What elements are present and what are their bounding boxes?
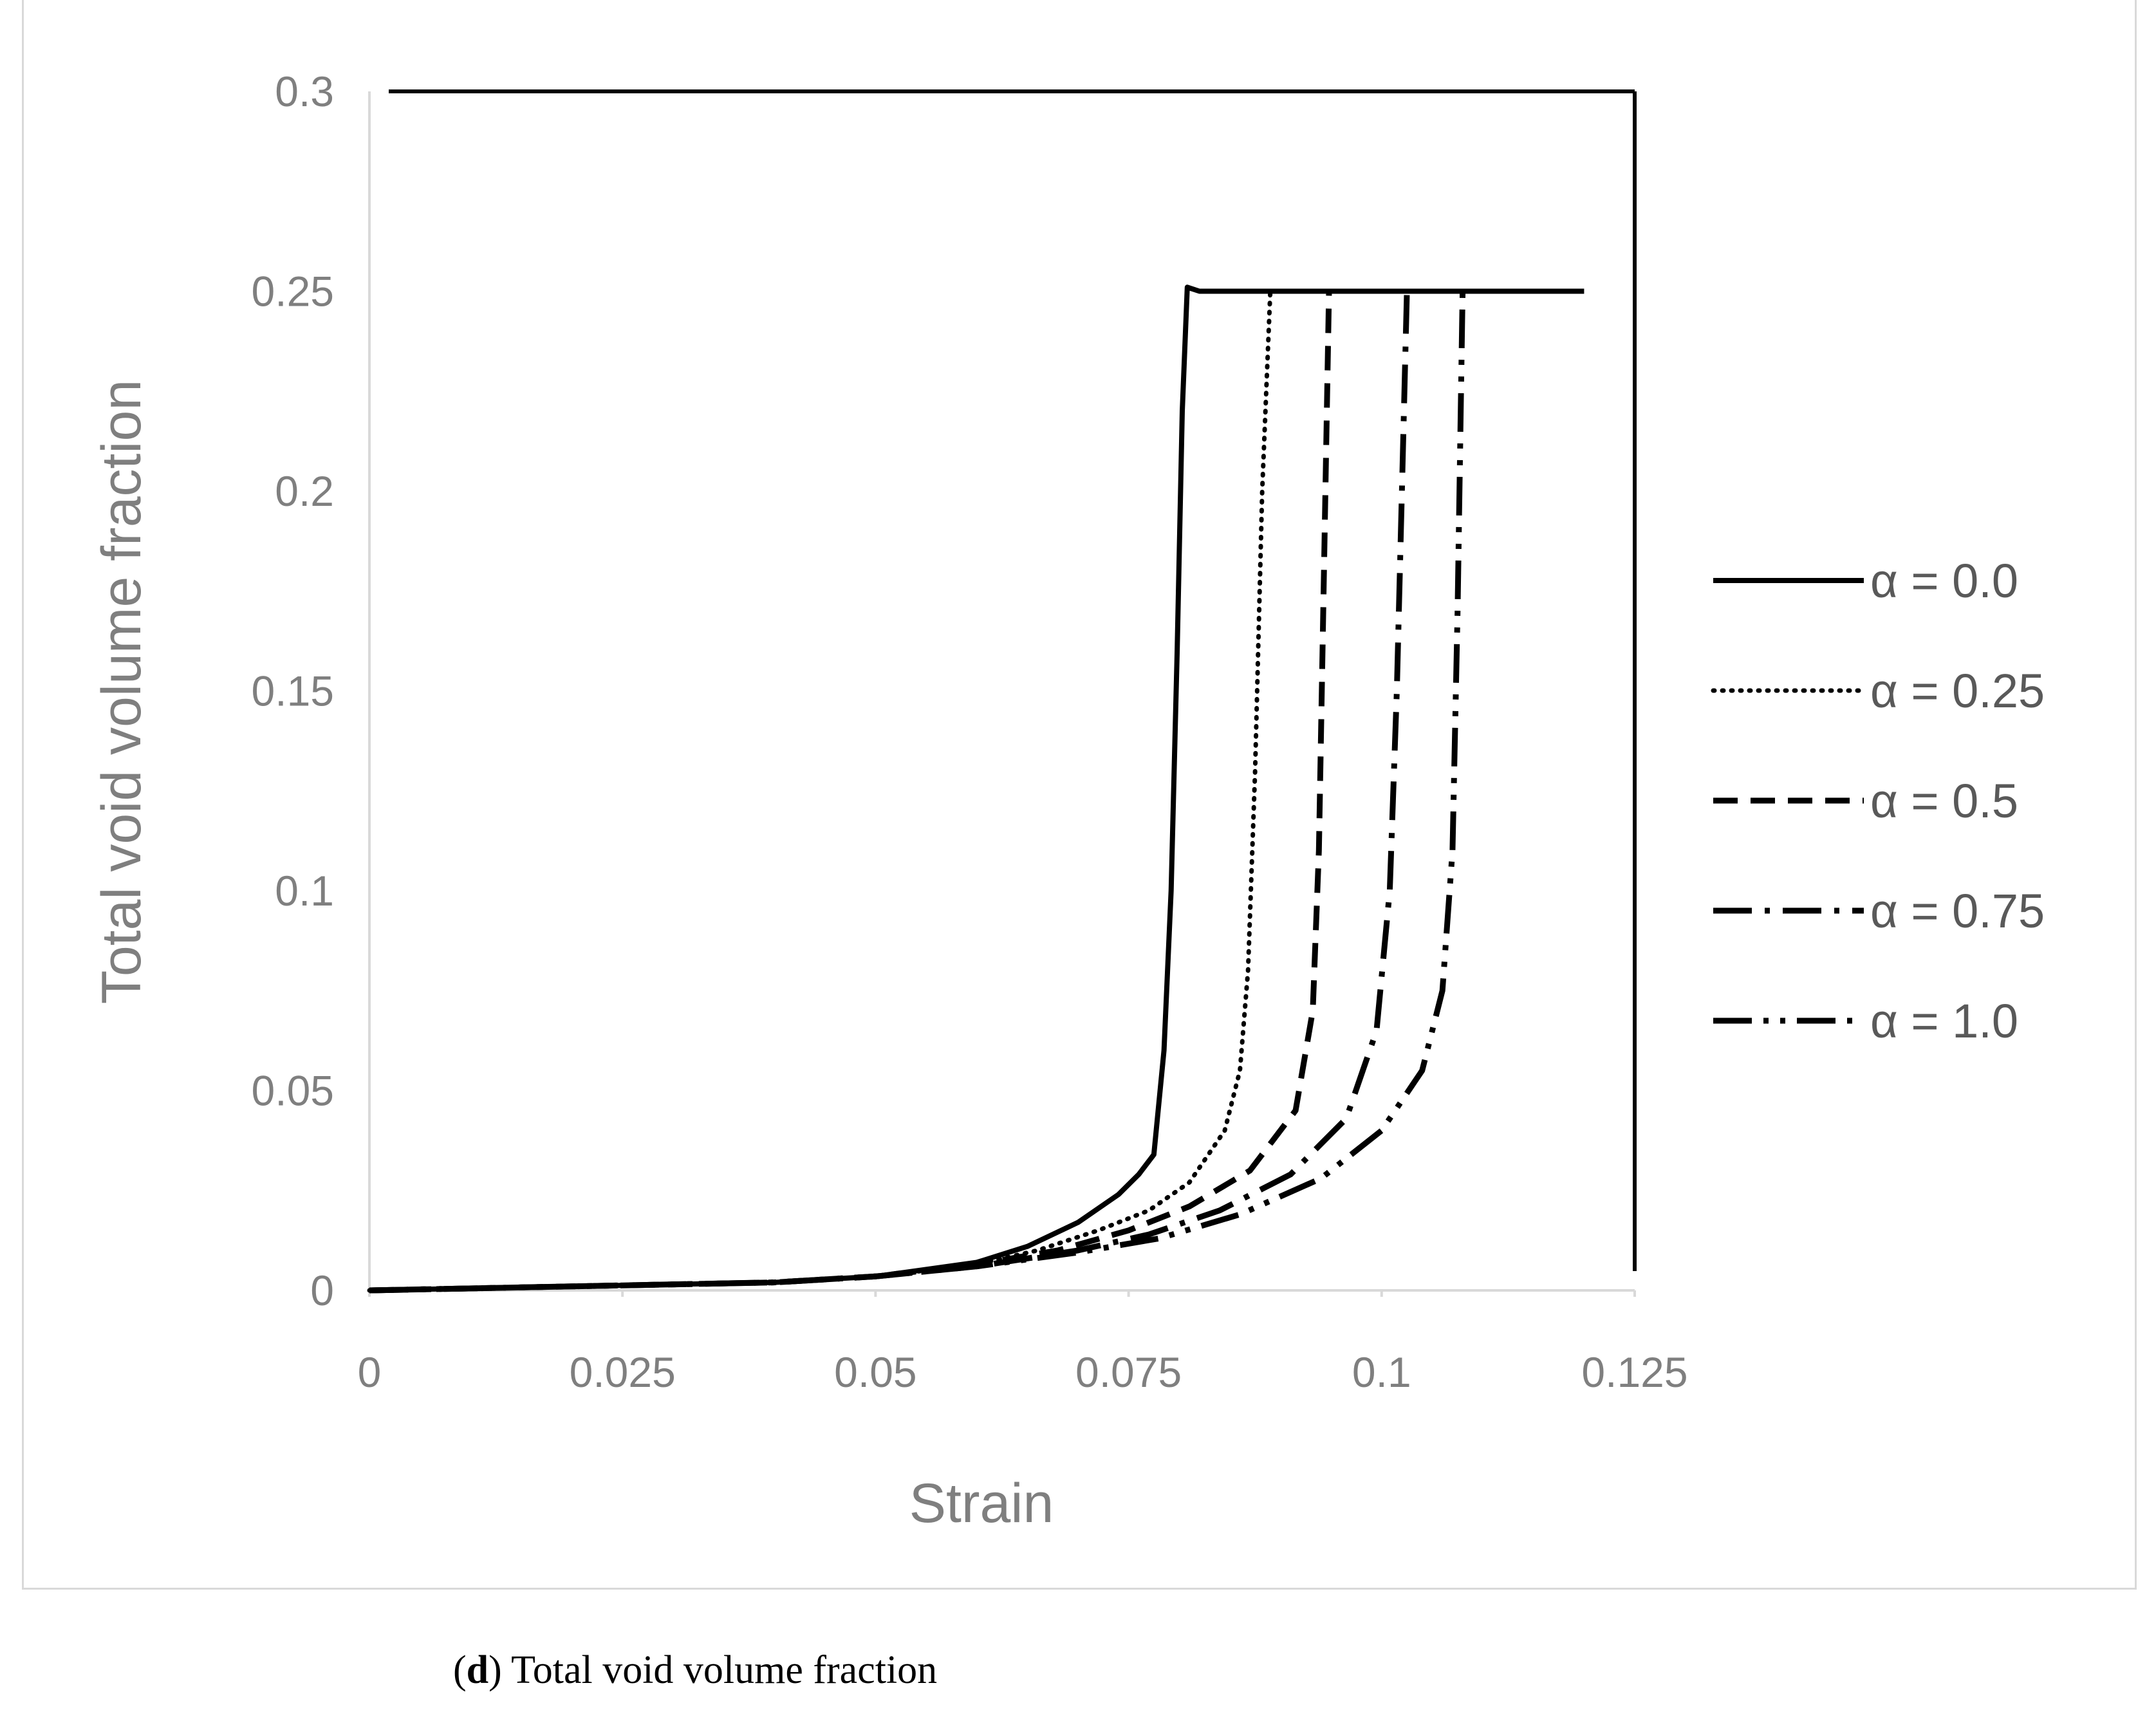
y-tick-label: 0.15	[252, 667, 334, 715]
y-tick-label: 0.25	[252, 268, 334, 315]
series-line	[369, 291, 1332, 1294]
x-axis-title: Strain	[909, 1473, 1054, 1534]
y-tick-label: 0.05	[252, 1067, 334, 1115]
caption-text: Total void volume fraction	[501, 1648, 938, 1692]
legend-label: α = 0.5	[1870, 774, 2018, 828]
series-line	[369, 284, 1584, 1293]
legend-label: α = 0.75	[1870, 884, 2045, 938]
y-tick-label: 0.3	[275, 68, 334, 115]
chart-frame	[22, 0, 2137, 1590]
y-axis-ticks: 0 0.05 0.1 0.15 0.2 0.25 0.3	[252, 68, 334, 1314]
x-tick-label: 0.05	[834, 1348, 916, 1396]
plot-area	[368, 89, 1637, 1292]
y-tick-label: 0	[310, 1267, 334, 1314]
y-tick-label: 0.2	[275, 467, 334, 515]
x-axis-ticks: 0 0.025 0.05 0.075 0.1 0.125	[358, 1290, 1688, 1396]
series-line	[367, 289, 1273, 1293]
figure-caption: (d) Total void volume fraction	[453, 1648, 938, 1692]
legend-label: α = 0.25	[1870, 664, 2045, 718]
x-tick-label: 0.125	[1581, 1348, 1687, 1396]
y-axis-title: Total void volume fraction	[91, 380, 153, 1004]
caption-label: d	[466, 1648, 489, 1692]
x-tick-label: 0.1	[1352, 1348, 1411, 1396]
line-chart: 0 0.05 0.1 0.15 0.2 0.25 0.3 0 0.025 0.05 0.075 0.…	[91, 68, 2045, 1534]
x-tick-label: 0.025	[570, 1348, 676, 1396]
y-tick-label: 0.1	[275, 867, 334, 915]
legend: α = 0.0 α = 0.25 α = 0.5 α = 0.75 α = 1.0	[1711, 554, 2045, 1048]
x-tick-label: 0	[358, 1348, 382, 1396]
series-line	[369, 291, 1466, 1294]
series-lines	[367, 284, 1584, 1294]
legend-label: α = 1.0	[1870, 994, 2018, 1048]
legend-label: α = 0.0	[1870, 554, 2018, 608]
x-tick-label: 0.075	[1075, 1348, 1182, 1396]
series-line	[369, 291, 1410, 1294]
